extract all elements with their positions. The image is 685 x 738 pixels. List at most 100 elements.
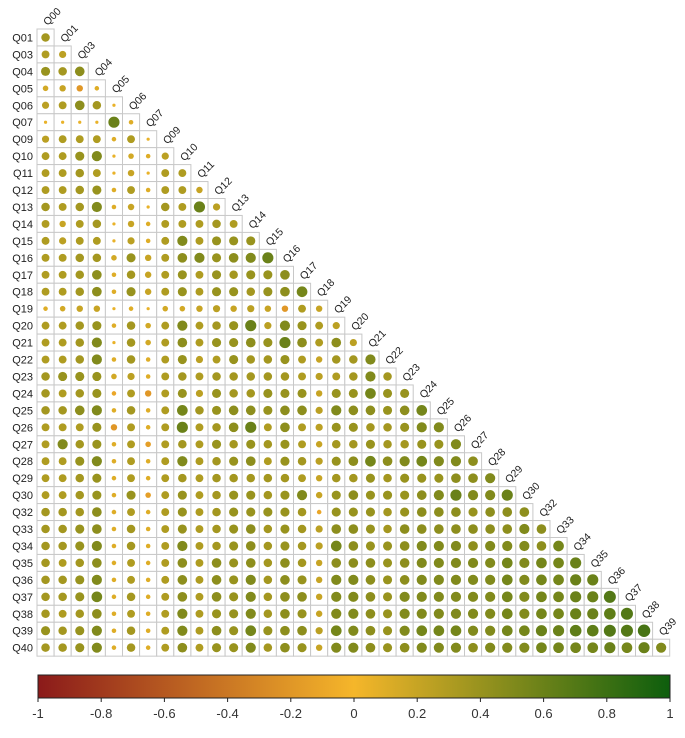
- correlation-point: [58, 457, 67, 466]
- correlation-point: [211, 558, 222, 568]
- correlation-point: [331, 337, 342, 348]
- correlation-point: [229, 609, 239, 619]
- correlation-point: [178, 473, 187, 483]
- correlation-point: [75, 151, 85, 161]
- correlation-point: [383, 473, 392, 483]
- correlation-point: [146, 205, 150, 209]
- correlation-point: [399, 541, 410, 551]
- correlation-point: [58, 135, 67, 144]
- colorbar-tick-label: 0.2: [408, 706, 426, 721]
- correlation-point: [280, 490, 290, 500]
- correlation-point: [112, 171, 116, 175]
- row-label: Q01: [12, 32, 33, 44]
- correlation-point: [177, 405, 188, 416]
- correlation-point: [41, 541, 50, 551]
- correlation-point: [263, 524, 273, 534]
- correlation-point: [111, 526, 117, 532]
- correlation-point: [245, 558, 256, 568]
- correlation-point: [245, 421, 257, 433]
- correlation-point: [211, 625, 222, 636]
- correlation-point: [112, 307, 116, 311]
- correlation-point: [195, 440, 204, 449]
- correlation-point: [178, 203, 187, 211]
- correlation-point: [111, 187, 117, 193]
- column-label: Q04: [92, 56, 115, 79]
- correlation-point: [586, 624, 599, 637]
- row-label: Q04: [12, 66, 33, 78]
- correlation-point: [92, 473, 102, 483]
- correlation-point: [365, 507, 376, 517]
- correlation-point: [569, 624, 582, 637]
- correlation-point: [229, 592, 239, 602]
- correlation-point: [161, 542, 170, 550]
- correlation-point: [58, 338, 67, 347]
- column-label: Q30: [520, 480, 543, 503]
- correlation-point: [519, 557, 530, 569]
- correlation-point: [195, 321, 204, 330]
- row-labels: Q01 Q03 Q04 Q05 Q06 Q07 Q09 Q10 Q11 Q12 Q13 Q14 Q15 Q…: [12, 32, 33, 654]
- row-label: Q07: [12, 117, 33, 129]
- correlation-point: [145, 339, 151, 346]
- correlation-point: [195, 338, 204, 347]
- correlation-point: [211, 270, 222, 280]
- correlation-point: [41, 321, 50, 330]
- correlation-point: [280, 269, 290, 280]
- correlation-point: [587, 591, 599, 603]
- correlation-point: [126, 253, 136, 263]
- row-label: Q05: [12, 83, 33, 95]
- correlation-point: [144, 390, 152, 397]
- correlation-point: [298, 304, 306, 313]
- correlation-point: [127, 237, 135, 245]
- correlation-point: [195, 236, 204, 245]
- correlation-point: [316, 509, 322, 515]
- correlation-point: [41, 389, 50, 398]
- correlation-point: [177, 456, 188, 467]
- correlation-point: [127, 203, 135, 211]
- correlation-point: [246, 355, 256, 364]
- correlation-point: [195, 423, 204, 432]
- correlation-point: [59, 85, 66, 92]
- column-label: Q14: [246, 209, 269, 232]
- correlation-point: [519, 540, 530, 552]
- correlation-point: [229, 287, 239, 297]
- correlation-point: [92, 169, 101, 178]
- correlation-point: [58, 371, 68, 382]
- correlation-point: [485, 574, 496, 585]
- correlation-point: [161, 457, 170, 466]
- correlation-point: [229, 219, 238, 228]
- correlation-point: [383, 507, 392, 517]
- correlation-point: [485, 591, 496, 602]
- correlation-point: [41, 50, 50, 59]
- correlation-point: [245, 405, 256, 416]
- correlation-point: [41, 575, 50, 585]
- correlation-point: [145, 441, 151, 448]
- column-label: Q18: [315, 277, 338, 300]
- correlation-point: [416, 455, 428, 467]
- correlation-point: [468, 456, 478, 467]
- correlation-point: [417, 473, 427, 483]
- correlation-point: [127, 135, 135, 144]
- correlation-point: [212, 355, 221, 364]
- correlation-point: [146, 137, 150, 141]
- correlation-point: [433, 540, 444, 552]
- correlation-point: [467, 557, 479, 569]
- correlation-point: [161, 575, 170, 584]
- correlation-point: [76, 305, 83, 312]
- correlation-point: [485, 524, 495, 534]
- correlation-point: [365, 524, 376, 534]
- correlation-point: [382, 626, 393, 636]
- correlation-point: [229, 490, 239, 500]
- correlation-point: [111, 323, 117, 328]
- correlation-point: [41, 287, 50, 296]
- correlation-point: [315, 474, 323, 482]
- correlation-point: [280, 541, 290, 551]
- correlation-point: [91, 456, 102, 467]
- correlation-point: [75, 423, 84, 432]
- correlation-point: [315, 576, 323, 584]
- correlation-point: [58, 253, 67, 262]
- correlation-point: [315, 644, 323, 651]
- correlation-point: [211, 643, 222, 653]
- correlation-point: [365, 575, 376, 585]
- correlation-point: [195, 626, 204, 635]
- correlation-point: [501, 557, 513, 569]
